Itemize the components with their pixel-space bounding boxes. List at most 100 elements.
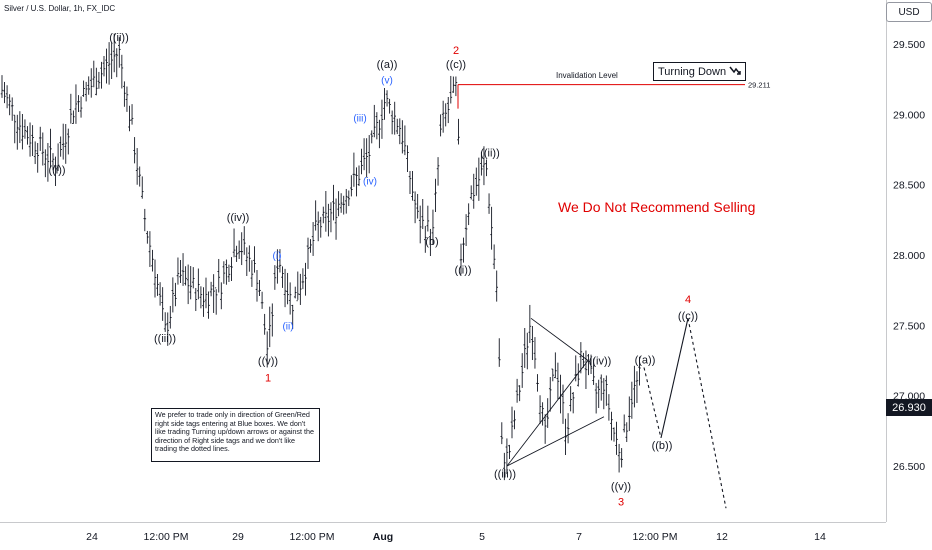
ohlc-bar	[620, 448, 623, 468]
ohlc-bar	[324, 190, 328, 232]
ohlc-bar	[286, 272, 289, 305]
ohlc-bar	[250, 260, 254, 287]
ohlc-bar	[441, 100, 445, 133]
ohlc-bar	[258, 279, 261, 297]
ohlc-bar	[398, 118, 402, 145]
ohlc-bar	[401, 120, 404, 154]
ohlc-bar	[439, 114, 442, 137]
ohlc-bar	[467, 203, 470, 226]
ohlc-bar	[263, 313, 266, 335]
ohlc-bar	[434, 178, 437, 213]
ohlc-bar	[436, 157, 440, 186]
ohlc-bar	[607, 394, 611, 421]
ohlc-bar	[500, 422, 504, 445]
price-axis-divider	[886, 0, 887, 522]
ohlc-bar	[615, 421, 618, 455]
ohlc-bar	[322, 206, 325, 224]
ohlc-bar	[186, 264, 190, 305]
ohlc-bar	[559, 374, 562, 414]
ohlc-bar	[107, 42, 111, 85]
ohlc-bar	[452, 76, 455, 93]
x-tick-label: 12:00 PM	[633, 531, 678, 543]
ohlc-bar	[526, 332, 529, 370]
ohlc-bar	[503, 452, 506, 481]
arrow-down-right-icon	[729, 64, 741, 79]
ohlc-bar	[288, 282, 292, 315]
ohlc-bar	[605, 375, 608, 406]
ohlc-bar	[202, 287, 205, 317]
ohlc-bar	[100, 61, 103, 89]
ohlc-bar	[429, 228, 432, 257]
ohlc-bar	[339, 193, 343, 213]
ohlc-bar	[482, 146, 486, 186]
projection-bc	[660, 318, 689, 438]
ohlc-bar	[477, 157, 481, 201]
ohlc-bar	[355, 167, 358, 197]
ohlc-bar	[248, 245, 251, 272]
ohlc-bar	[554, 352, 557, 379]
ohlc-bar	[105, 48, 108, 84]
x-axis-tick-labels: 24 12:00 PM 29 12:00 PM Aug 5 7 12:00 PM 12 14	[86, 531, 826, 543]
ohlc-bar	[347, 190, 351, 207]
ohlc-bar	[158, 282, 162, 306]
ohlc-bar	[592, 358, 595, 385]
ohlc-bar	[51, 153, 55, 171]
wave-label: ((v))	[611, 481, 631, 493]
ohlc-bar	[390, 110, 394, 135]
y-tick-label: 29.500	[893, 39, 925, 51]
ohlc-bar	[421, 198, 425, 230]
ohlc-bar	[487, 193, 491, 214]
ohlc-bar	[28, 122, 32, 157]
ohlc-bar	[74, 84, 78, 124]
ohlc-bar	[454, 76, 458, 97]
ohlc-bar	[492, 244, 496, 270]
ohlc-bar	[485, 159, 488, 177]
no-selling-notice: We Do Not Recommend Selling	[558, 199, 756, 215]
wave-label: (i)	[273, 251, 282, 262]
ohlc-bar	[490, 206, 493, 250]
ohlc-bar	[194, 287, 198, 312]
ohlc-bar	[528, 304, 532, 343]
ohlc-bar	[327, 203, 330, 237]
ohlc-bar	[181, 253, 185, 286]
ohlc-bar	[214, 287, 218, 315]
ohlc-bar	[564, 418, 567, 456]
ohlc-bar	[33, 141, 37, 165]
ohlc-bar	[79, 96, 83, 118]
ohlc-bar	[278, 249, 282, 273]
ohlc-bar	[82, 80, 85, 97]
ohlc-bar	[334, 198, 338, 240]
ohlc-bar	[102, 56, 106, 77]
ohlc-bar	[97, 71, 101, 89]
ohlc-bar	[125, 86, 129, 112]
ohlc-bar	[543, 414, 547, 444]
ohlc-bar	[582, 352, 585, 368]
ohlc-bar	[222, 261, 226, 284]
ohlc-bar	[388, 98, 391, 114]
ohlc-bar	[497, 338, 501, 367]
ohlc-bar	[393, 101, 396, 135]
ohlc-bar	[191, 267, 195, 289]
ohlc-bar	[166, 312, 170, 346]
ohlc-bar	[255, 269, 259, 302]
ohlc-bar	[462, 237, 465, 263]
ohlc-bar	[46, 143, 50, 182]
ohlc-bar	[296, 271, 300, 302]
ohlc-bar	[176, 257, 180, 285]
ohlc-bar	[5, 85, 9, 109]
ohlc-bar	[227, 264, 231, 283]
ohlc-bar	[304, 262, 307, 296]
ohlc-bar	[204, 277, 208, 309]
ohlc-bar	[36, 142, 39, 173]
ohlc-bar	[115, 48, 119, 78]
currency-button[interactable]: USD	[886, 2, 932, 22]
ohlc-bar	[599, 374, 603, 401]
wave-label: ((iii))	[494, 468, 516, 480]
ohlc-bar	[306, 237, 310, 269]
ohlc-bar	[541, 402, 544, 426]
ohlc-bar	[378, 119, 381, 149]
ohlc-bar	[163, 312, 167, 332]
ohlc-bar	[431, 209, 435, 246]
ohlc-bar	[630, 381, 634, 419]
